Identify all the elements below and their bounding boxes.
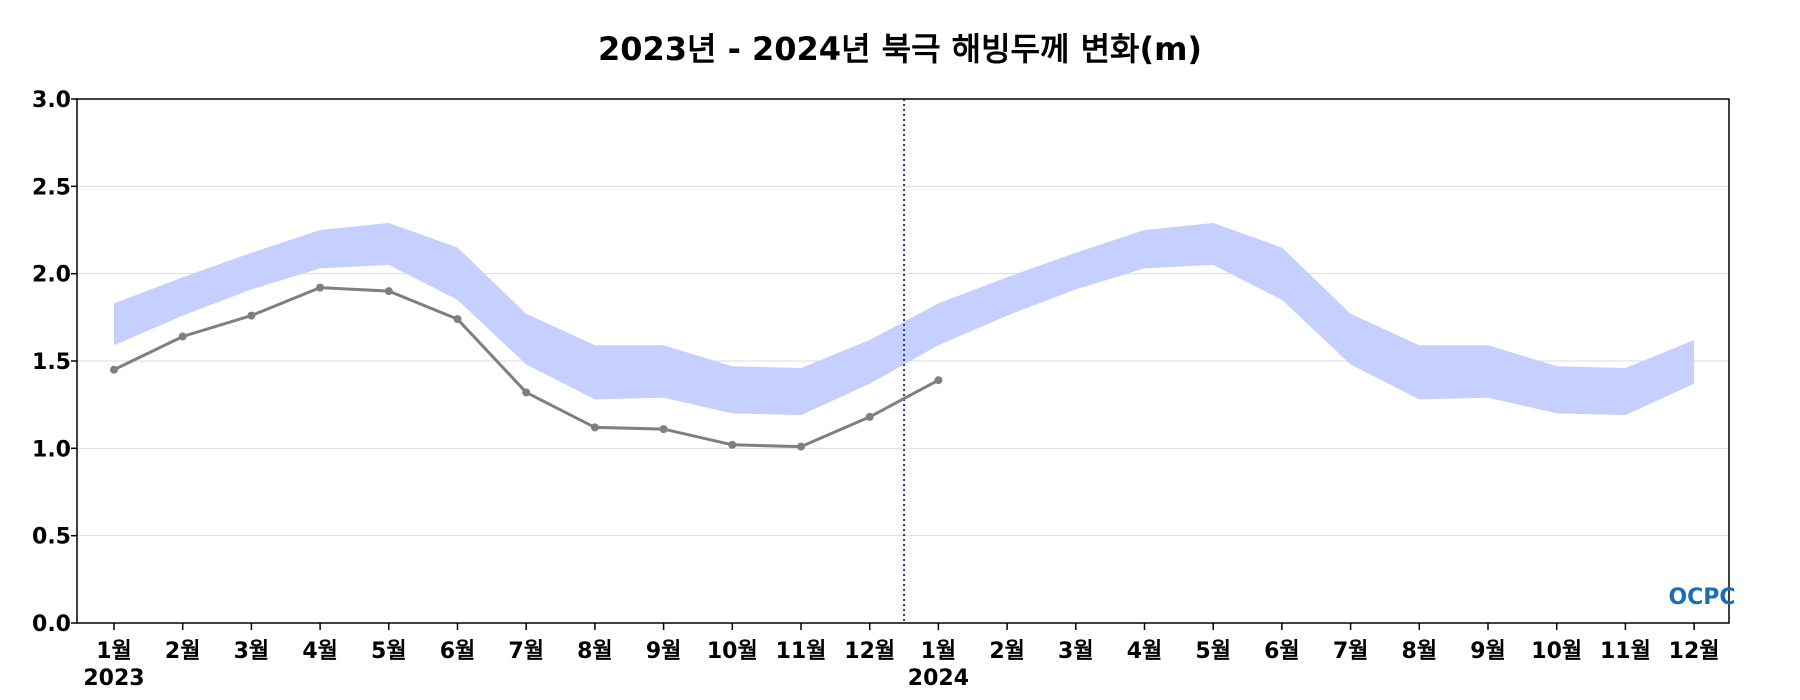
- x-tick-label: 4월: [1127, 639, 1163, 664]
- y-tick-label: 0.0: [32, 612, 71, 637]
- y-tick-label: 0.5: [32, 525, 71, 550]
- x-tick-label: 4월: [302, 639, 338, 664]
- x-tick-label: 1월: [96, 639, 132, 664]
- x-tick-label: 12월: [844, 639, 895, 664]
- logo-text: OCPC: [1668, 585, 1735, 610]
- y-tick-label: 1.0: [32, 437, 71, 462]
- x-tick-label: 10월: [707, 639, 758, 664]
- data-point: [522, 388, 531, 397]
- x-tick-label: 8월: [1402, 639, 1438, 664]
- data-point: [247, 311, 256, 320]
- data-point: [453, 315, 462, 324]
- data-point: [316, 283, 325, 292]
- x-tick-label: 3월: [1058, 639, 1094, 664]
- y-tick-label: 1.5: [32, 350, 71, 375]
- data-point: [797, 442, 805, 451]
- y-tick-label: 2.5: [32, 175, 71, 200]
- data-point: [728, 440, 737, 449]
- x-tick-label: 8월: [577, 639, 613, 664]
- x-tick-label: 9월: [1470, 639, 1506, 664]
- data-point: [659, 425, 668, 434]
- x-tick-label: 12월: [1669, 639, 1720, 664]
- x-tick-label: 6월: [1264, 639, 1300, 664]
- x-tick-label: 6월: [440, 639, 476, 664]
- year-label: 2023: [83, 666, 144, 691]
- year-label: 2024: [908, 666, 969, 691]
- data-point: [590, 423, 599, 432]
- x-tick-label: 2월: [165, 639, 201, 664]
- x-tick-label: 3월: [234, 639, 270, 664]
- x-tick-label: 7월: [1333, 639, 1369, 664]
- x-tick-label: 9월: [646, 639, 682, 664]
- x-tick-label: 11월: [1600, 639, 1651, 664]
- x-tick-label: 5월: [1195, 639, 1231, 664]
- thickness-line: [110, 283, 943, 451]
- data-point: [934, 376, 943, 385]
- x-tick-label: 7월: [508, 639, 544, 664]
- x-tick-label: 5월: [371, 639, 407, 664]
- data-point: [865, 412, 874, 421]
- ocpc-logo: OCPC: [1668, 585, 1735, 610]
- y-tick-label: 2.0: [32, 263, 71, 288]
- x-tick-label: 2월: [989, 639, 1025, 664]
- x-tick-label: 1월: [921, 639, 957, 664]
- x-axis-ticks: 1월 2월 3월 4월 5월 6월 7월 8월 9월 10월 11월 12월 1월 2월 3월 4월 5월 6월 7…: [83, 623, 1720, 691]
- chart-title: 2023년 - 2024년 북극 해빙두께 변화(m): [598, 30, 1202, 68]
- y-tick-label: 3.0: [32, 88, 71, 113]
- data-point: [178, 332, 187, 341]
- range-band: [114, 223, 1695, 416]
- y-axis-ticks: 0.0 0.5 1.0 1.5 2.0 2.5 3.0: [32, 88, 77, 637]
- x-tick-label: 10월: [1531, 639, 1582, 664]
- data-point: [384, 287, 393, 296]
- x-tick-label: 11월: [776, 639, 827, 664]
- data-point: [110, 365, 118, 374]
- range-band-area: [114, 223, 1695, 416]
